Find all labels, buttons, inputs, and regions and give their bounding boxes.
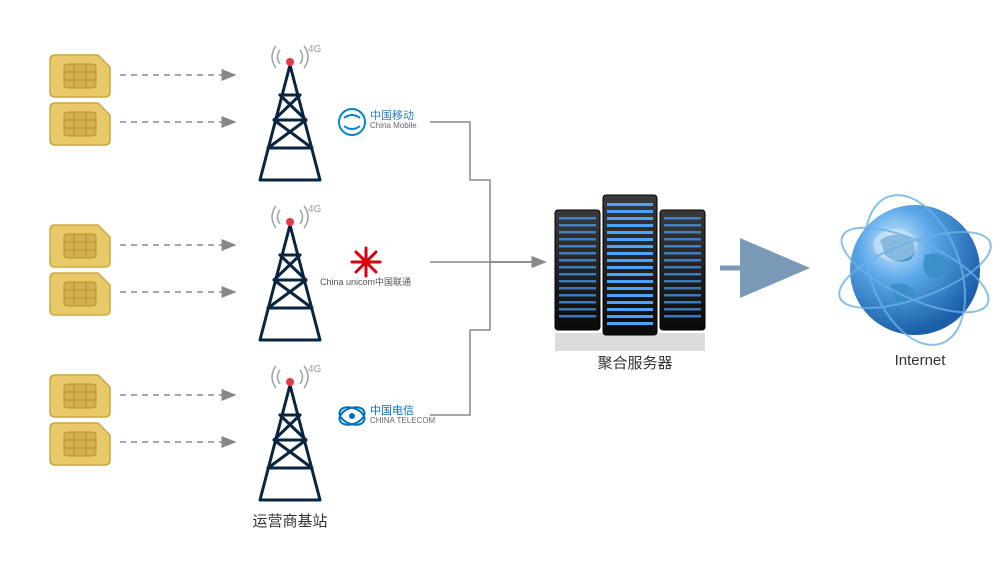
sim-card-icon xyxy=(50,273,110,315)
tower-badge: 4G xyxy=(308,44,322,55)
carrier-name-en: CHINA TELECOM xyxy=(370,417,435,426)
cmcc-logo-icon xyxy=(339,109,365,135)
carrier-cmcc-label: 中国移动 China Mobile xyxy=(370,110,417,131)
sim-group-1 xyxy=(50,55,110,145)
carrier-name-en: China unicom xyxy=(320,277,375,287)
tower-icon: 4G xyxy=(260,44,322,180)
aggregation-server-label: 聚合服务器 xyxy=(580,352,690,373)
carrier-name-en: China Mobile xyxy=(370,122,417,131)
unicom-logo-icon xyxy=(352,248,380,276)
tower-icon: 4G xyxy=(260,204,322,340)
arrows-sim-to-tower xyxy=(120,75,235,442)
carrier-telecom-label: 中国电信 CHINA TELECOM xyxy=(370,405,435,426)
tower-icon: 4G xyxy=(260,364,322,500)
arrows-carrier-to-server xyxy=(430,122,545,415)
carrier-unicom-label: China unicom中国联通 xyxy=(320,278,411,288)
sim-card-icon xyxy=(50,375,110,417)
server-icon xyxy=(555,195,705,351)
carrier-name: 中国联通 xyxy=(375,277,411,287)
tower-badge: 4G xyxy=(308,204,322,215)
base-station-label: 运营商基站 xyxy=(240,510,340,531)
internet-label: Internet xyxy=(880,352,960,369)
sim-card-icon xyxy=(50,103,110,145)
globe-icon xyxy=(830,181,1000,358)
telecom-logo-icon xyxy=(337,404,367,428)
sim-group-2 xyxy=(50,225,110,315)
sim-card-icon xyxy=(50,423,110,465)
sim-card-icon xyxy=(50,225,110,267)
sim-group-3 xyxy=(50,375,110,465)
sim-card-icon xyxy=(50,55,110,97)
tower-badge: 4G xyxy=(308,364,322,375)
diagram-canvas: 4G 4G 4G xyxy=(0,0,1000,563)
